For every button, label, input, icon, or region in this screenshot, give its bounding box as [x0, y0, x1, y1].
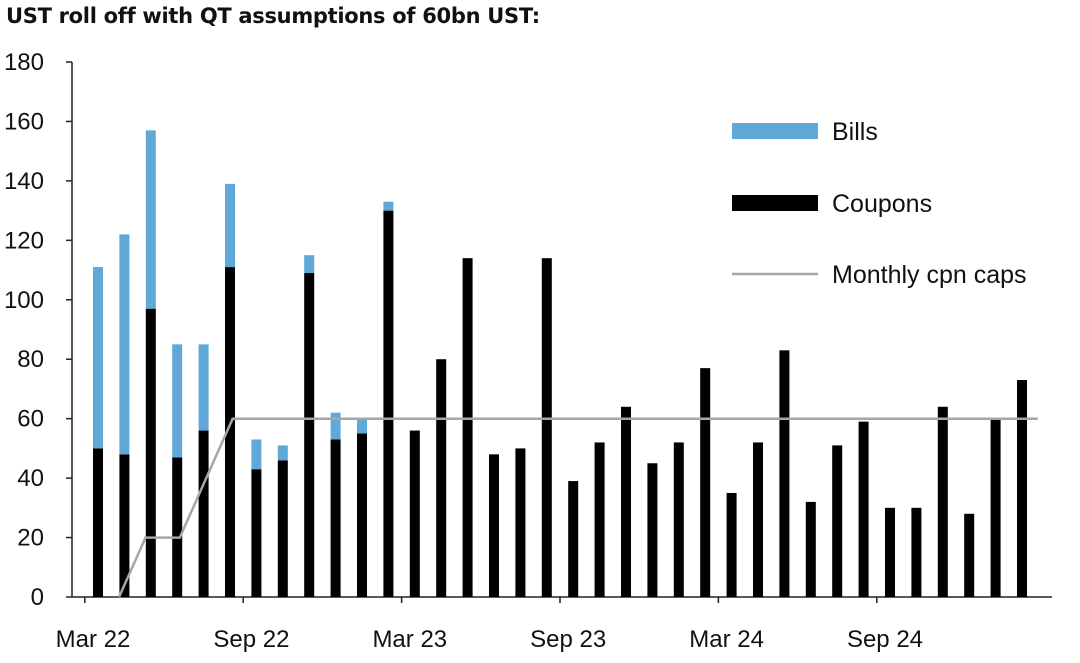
bar-bills [277, 445, 288, 461]
y-tick-label: 120 [4, 227, 44, 254]
bar-coupons [436, 359, 447, 597]
bar-coupons [515, 448, 526, 597]
bar-coupons [673, 442, 684, 597]
bar-coupons [990, 418, 1001, 597]
bar-coupons [568, 481, 579, 597]
x-tick-label: Mar 24 [689, 626, 764, 653]
x-tick-label: Mar 22 [56, 626, 131, 653]
y-tick-label: 160 [4, 108, 44, 135]
bar-coupons [779, 350, 790, 597]
bar-bills [330, 412, 341, 440]
bar-coupons [1017, 380, 1027, 597]
bars [93, 130, 1027, 598]
y-axis: 0 20 40 60 80 100 120 140 160 180 [4, 49, 73, 611]
bar-coupons [726, 492, 737, 597]
bar-coupons [647, 463, 658, 597]
y-tick-label: 20 [17, 525, 44, 552]
bar-bills [225, 183, 235, 268]
bar-coupons [805, 501, 816, 597]
x-tick-label: Sep 22 [213, 626, 289, 653]
bar-coupons [145, 308, 156, 597]
bar-coupons [541, 258, 552, 597]
bar-bills [119, 234, 130, 455]
bar-coupons [251, 469, 262, 597]
bar-coupons [885, 507, 895, 597]
bar-coupons [594, 442, 605, 597]
y-tick-label: 180 [4, 49, 44, 76]
legend: Bills Coupons Monthly cpn caps [732, 118, 1027, 289]
x-tick-label: Sep 24 [847, 626, 923, 653]
bar-bills [145, 130, 156, 309]
y-tick-label: 100 [4, 287, 44, 314]
y-tick-label: 140 [4, 168, 44, 195]
bar-coupons [911, 507, 922, 597]
bar-coupons [700, 368, 711, 597]
bar-coupons [172, 457, 183, 597]
legend-swatch-bills [732, 123, 818, 139]
bar-coupons [277, 460, 288, 597]
bar-coupons [832, 445, 843, 597]
bar-bills [172, 344, 183, 458]
legend-label: Bills [832, 118, 878, 146]
bar-coupons [304, 273, 315, 597]
bar-bills [304, 255, 315, 274]
bar-coupons [119, 454, 130, 597]
bar-coupons [964, 513, 975, 597]
bar-bills [251, 439, 262, 470]
x-tick-label: Mar 23 [372, 626, 447, 653]
cap-line-group [117, 417, 1038, 598]
bar-coupons [225, 267, 235, 597]
bar-coupons [858, 421, 869, 597]
bar-bills [383, 201, 394, 211]
bar-coupons [937, 406, 948, 597]
cap-line [117, 417, 1038, 598]
y-tick-label: 0 [31, 584, 44, 611]
y-tick-label: 40 [17, 465, 44, 492]
bar-bills [357, 418, 367, 434]
x-tick-label: Sep 23 [530, 626, 606, 653]
bar-coupons [383, 210, 394, 598]
bar-bills [198, 344, 209, 431]
x-axis: Mar 22 Sep 22 Mar 23 Sep 23 Mar 24 Sep 24 [56, 596, 1052, 653]
bar-coupons [753, 442, 763, 597]
legend-swatch-coupons [732, 195, 818, 211]
y-tick-label: 60 [17, 406, 44, 433]
chart-title: UST roll off with QT assumptions of 60bn… [6, 4, 540, 28]
y-tick-label: 80 [17, 346, 44, 373]
bar-coupons [489, 454, 499, 597]
bar-coupons [357, 433, 367, 597]
bar-coupons [330, 439, 341, 597]
legend-label: Coupons [832, 190, 932, 218]
bar-coupons [409, 430, 420, 597]
bar-coupons [198, 430, 209, 597]
bar-coupons [621, 406, 631, 597]
bar-bills [93, 267, 103, 449]
legend-label: Monthly cpn caps [832, 261, 1027, 289]
bar-coupons [462, 258, 473, 597]
bar-coupons [93, 448, 103, 597]
